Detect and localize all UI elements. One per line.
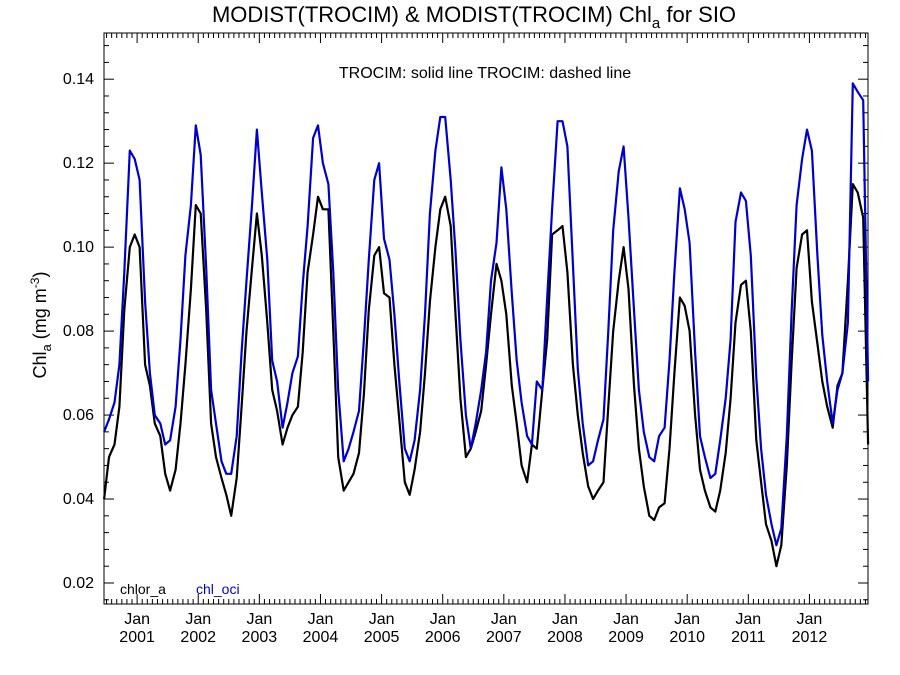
x-tick-label-year: 2006 bbox=[425, 629, 461, 646]
series-line-chlor-a bbox=[103, 183, 870, 568]
y-label-superscript: -3 bbox=[28, 277, 42, 288]
line-style-annotation: TROCIM: solid line TROCIM: dashed line bbox=[339, 65, 631, 82]
series-lines bbox=[103, 82, 870, 568]
x-tick-label-month: Jan bbox=[674, 611, 700, 628]
y-tick-label: 0.10 bbox=[63, 239, 94, 256]
chart-title-subscript: a bbox=[652, 15, 661, 32]
x-tick-label-year: 2010 bbox=[669, 629, 705, 646]
x-tick-label-month: Jan bbox=[369, 611, 395, 628]
x-tick-label-month: Jan bbox=[430, 611, 456, 628]
legend-item-chlor-a: chlor_a bbox=[120, 581, 166, 597]
chart-title: MODIST(TROCIM) & MODIST(TROCIM) Chla for… bbox=[212, 2, 736, 32]
y-tick-label: 0.06 bbox=[63, 407, 94, 424]
x-tick-label-month: Jan bbox=[308, 611, 334, 628]
x-tick-label-month: Jan bbox=[185, 611, 211, 628]
y-tick-label: 0.08 bbox=[63, 323, 94, 340]
y-tick-label: 0.04 bbox=[63, 491, 94, 508]
y-tick-label: 0.12 bbox=[63, 155, 94, 172]
legend-item-chl-oci: chl_oci bbox=[196, 581, 240, 597]
axes: 0.020.040.060.080.100.120.14Jan2001Jan20… bbox=[63, 32, 869, 646]
x-tick-label-year: 2004 bbox=[303, 629, 339, 646]
x-tick-label-year: 2009 bbox=[608, 629, 644, 646]
y-tick-label: 0.02 bbox=[63, 575, 94, 592]
x-tick-label-month: Jan bbox=[124, 611, 150, 628]
x-tick-label-month: Jan bbox=[552, 611, 578, 628]
y-label-close: ) bbox=[30, 272, 50, 278]
x-tick-label-month: Jan bbox=[491, 611, 517, 628]
y-label-main: Chl bbox=[30, 351, 50, 378]
x-tick-label-month: Jan bbox=[735, 611, 761, 628]
x-tick-label-month: Jan bbox=[613, 611, 639, 628]
y-label-units: (mg m bbox=[30, 288, 50, 344]
x-tick-label-year: 2005 bbox=[364, 629, 400, 646]
y-tick-label: 0.14 bbox=[63, 71, 94, 88]
x-tick-label-year: 2003 bbox=[242, 629, 278, 646]
x-tick-label-month: Jan bbox=[797, 611, 823, 628]
chart-title-tail: for SIO bbox=[660, 2, 736, 27]
x-tick-label-year: 2012 bbox=[792, 629, 828, 646]
x-tick-label-month: Jan bbox=[246, 611, 272, 628]
x-tick-label-year: 2007 bbox=[486, 629, 522, 646]
y-label-subscript: a bbox=[39, 343, 54, 351]
legend: chlor_a chl_oci bbox=[120, 581, 240, 597]
x-tick-label-year: 2001 bbox=[119, 629, 155, 646]
y-axis-label: Chla (mg m-3) bbox=[28, 272, 54, 379]
x-tick-label-year: 2008 bbox=[547, 629, 583, 646]
x-tick-label-year: 2011 bbox=[731, 629, 766, 646]
series-line-chl-oci bbox=[103, 82, 870, 547]
chart-title-main: MODIST(TROCIM) & MODIST(TROCIM) Chl bbox=[212, 2, 652, 27]
x-tick-label-year: 2002 bbox=[180, 629, 216, 646]
